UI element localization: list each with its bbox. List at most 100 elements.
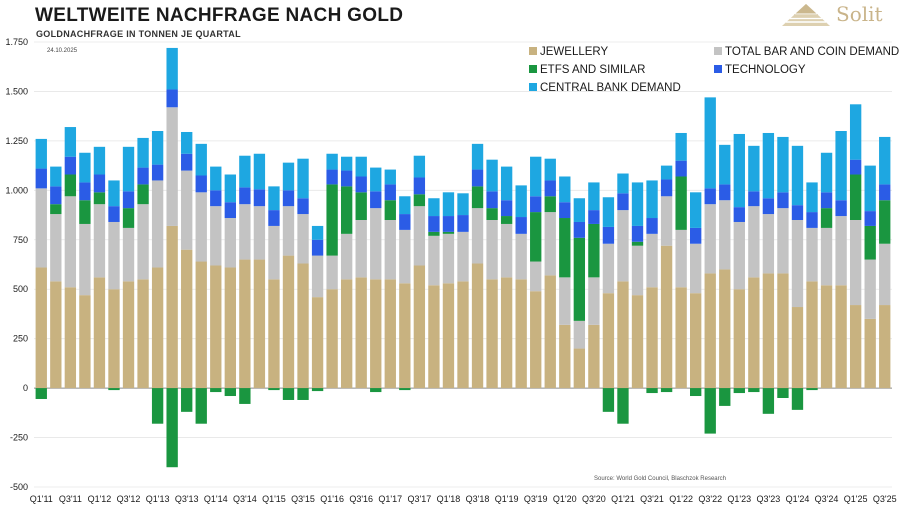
bar-jewellery-Q122 [675,287,687,389]
bar-technology-Q223 [748,191,760,207]
bar-total-bar-and-coin-demand-Q412 [137,204,149,280]
bar-total-bar-and-coin-demand-Q215 [282,206,295,256]
bar-central-bank-demand-Q422 [719,144,731,185]
y-tick-label: -500 [10,482,28,492]
bar-central-bank-demand-Q119 [500,166,513,201]
legend-swatch [714,47,722,55]
bar-central-bank-demand-Q123 [733,133,745,208]
chart-subtitle: GOLDNACHFRAGE IN TONNEN JE QUARTAL [36,29,241,39]
bar-technology-Q113 [151,164,164,181]
bar-jewellery-Q215 [282,255,295,389]
legend-swatch [529,65,537,73]
bar-central-bank-demand-Q314 [239,155,251,188]
bar-technology-Q116 [326,169,338,185]
x-tick-label: Q3'24 [815,494,839,504]
bar-central-bank-demand-Q216 [340,156,353,171]
bar-total-bar-and-coin-demand-Q224 [806,227,818,282]
bar-total-bar-and-coin-demand-Q312 [122,227,135,282]
bar-central-bank-demand-Q319 [530,156,542,197]
y-tick-label: 250 [13,334,28,344]
bar-etfs-and-similar-Q116 [326,184,338,256]
bar-central-bank-demand-Q322 [704,97,716,189]
bar-jewellery-Q318 [471,263,484,389]
bar-central-bank-demand-Q421 [660,165,673,180]
bar-total-bar-and-coin-demand-Q323 [762,214,775,274]
bar-total-bar-and-coin-demand-Q420 [602,243,615,294]
bar-central-bank-demand-Q125 [849,104,862,160]
bar-jewellery-Q214 [224,267,236,389]
bar-jewellery-Q424 [835,285,847,389]
bar-technology-Q115 [268,210,280,226]
bar-central-bank-demand-Q214 [224,174,236,203]
bar-total-bar-and-coin-demand-Q124 [791,220,804,308]
chart-axes: -500 -250 0 250 500 750 1.000 1.250 1.500 1.750 Q1… [5,37,896,504]
bar-jewellery-Q220 [573,348,586,389]
bar-total-bar-and-coin-demand-Q114 [210,206,222,266]
bar-etfs-and-similar-Q322 [704,388,716,434]
bar-jewellery-Q213 [166,225,178,389]
bar-jewellery-Q319 [530,291,542,389]
bar-total-bar-and-coin-demand-Q214 [224,218,236,268]
bar-etfs-and-similar-Q211 [50,204,62,215]
bar-central-bank-demand-Q120 [559,176,571,203]
bar-total-bar-and-coin-demand-Q118 [442,233,455,284]
bar-central-bank-demand-Q222 [690,192,702,228]
y-tick-label: 750 [13,235,28,245]
bar-technology-Q214 [224,202,236,219]
bar-etfs-and-similar-Q315 [297,388,309,400]
bar-total-bar-and-coin-demand-Q418 [486,220,498,280]
bar-etfs-and-similar-Q413 [195,388,207,424]
bar-total-bar-and-coin-demand-Q125 [849,220,862,306]
bar-central-bank-demand-Q424 [835,131,847,201]
bar-etfs-and-similar-Q112 [93,192,106,205]
bar-etfs-and-similar-Q223 [748,388,760,393]
bar-central-bank-demand-Q223 [748,145,760,192]
bar-technology-Q316 [355,176,367,193]
bar-technology-Q120 [559,202,571,219]
bar-total-bar-and-coin-demand-Q220 [573,320,586,349]
bar-central-bank-demand-Q113 [151,131,164,165]
bar-central-bank-demand-Q324 [820,152,833,193]
bar-central-bank-demand-Q115 [268,186,280,211]
bar-jewellery-Q221 [631,295,644,389]
bar-technology-Q414 [253,189,266,207]
legend-swatch [714,65,722,73]
bar-jewellery-Q225 [864,318,876,389]
bar-total-bar-and-coin-demand-Q115 [268,225,280,280]
bar-etfs-and-similar-Q213 [166,388,178,468]
bar-jewellery-Q311 [64,287,77,389]
bar-technology-Q315 [297,198,309,215]
x-tick-label: Q3'12 [117,494,141,504]
bar-technology-Q322 [704,188,716,205]
bar-etfs-and-similar-Q313 [181,388,193,412]
x-tick-label: Q1'20 [553,494,577,504]
bar-total-bar-and-coin-demand-Q314 [239,204,251,260]
chart-title: WELTWEITE NACHFRAGE NACH GOLD [35,5,404,26]
bar-technology-Q416 [370,191,382,209]
bar-jewellery-Q322 [704,273,716,389]
bar-jewellery-Q417 [428,285,440,389]
bar-total-bar-and-coin-demand-Q116 [326,255,338,290]
bar-total-bar-and-coin-demand-Q419 [544,212,556,276]
bar-etfs-and-similar-Q216 [340,186,353,234]
y-tick-label: -250 [10,433,28,443]
bar-jewellery-Q317 [413,265,426,389]
legend-label: JEWELLERY [540,46,609,58]
bar-technology-Q218 [457,215,469,232]
chart-date: 24.10.2025 [47,48,78,54]
bar-total-bar-and-coin-demand-Q119 [500,223,513,278]
bar-technology-Q221 [631,225,644,242]
bar-etfs-and-similar-Q316 [355,192,367,220]
y-tick-label: 1.750 [5,37,28,47]
bar-central-bank-demand-Q411 [79,152,91,183]
bar-etfs-and-similar-Q314 [239,388,251,404]
bar-central-bank-demand-Q320 [588,182,600,211]
bar-jewellery-Q121 [617,281,629,389]
bar-jewellery-Q323 [762,273,775,389]
bar-etfs-and-similar-Q324 [820,208,833,228]
y-tick-label: 1.250 [5,136,28,146]
bar-central-bank-demand-Q323 [762,132,775,199]
x-tick-label: Q3'22 [698,494,722,504]
bar-total-bar-and-coin-demand-Q422 [719,200,731,270]
